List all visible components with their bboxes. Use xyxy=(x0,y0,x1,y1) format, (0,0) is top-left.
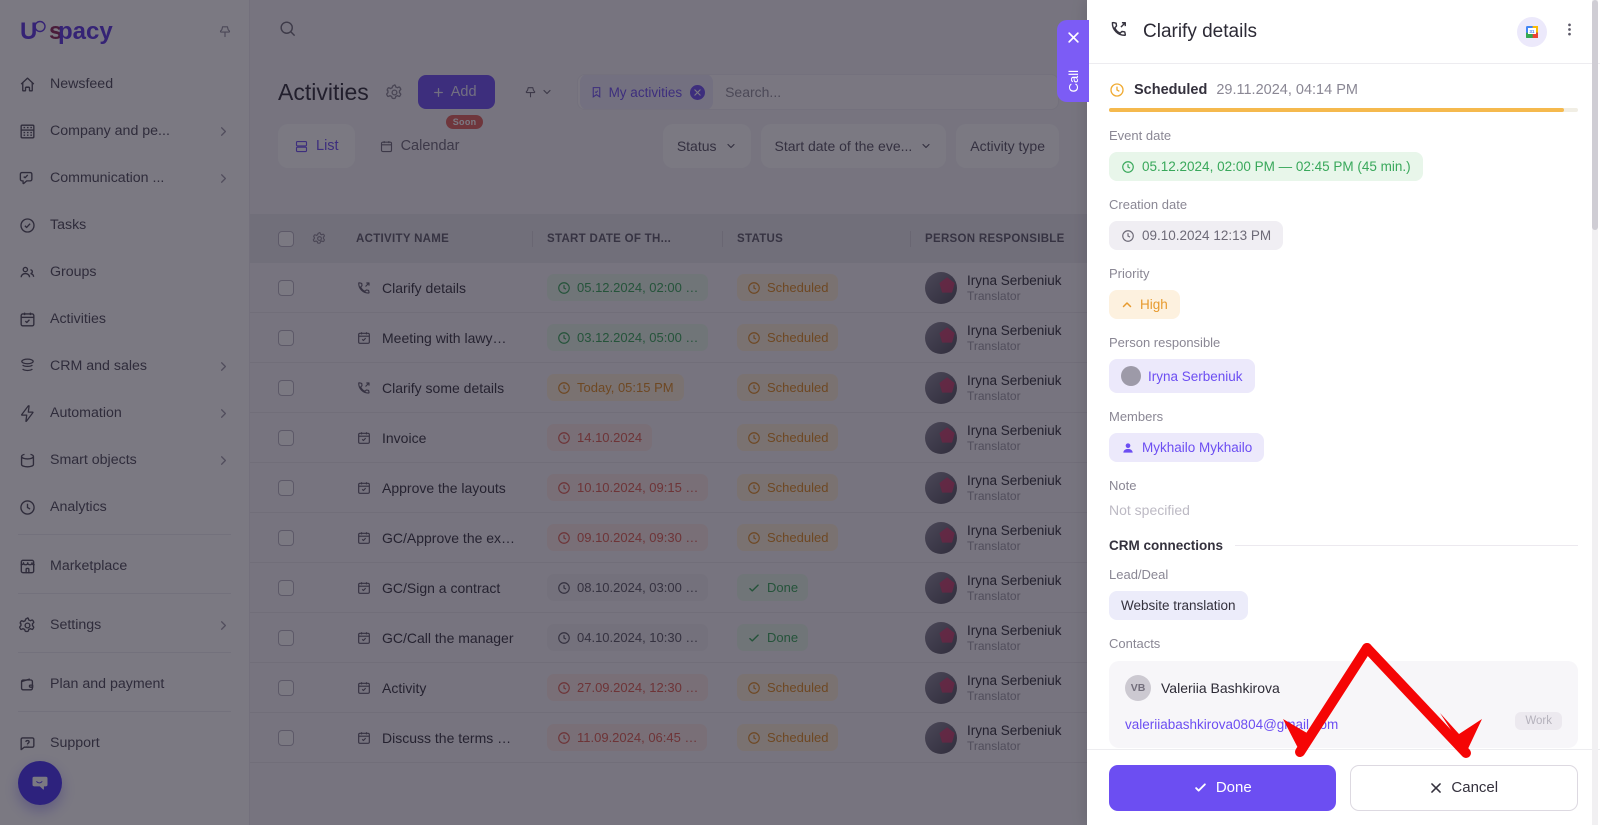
svg-text:31: 31 xyxy=(1529,29,1535,34)
